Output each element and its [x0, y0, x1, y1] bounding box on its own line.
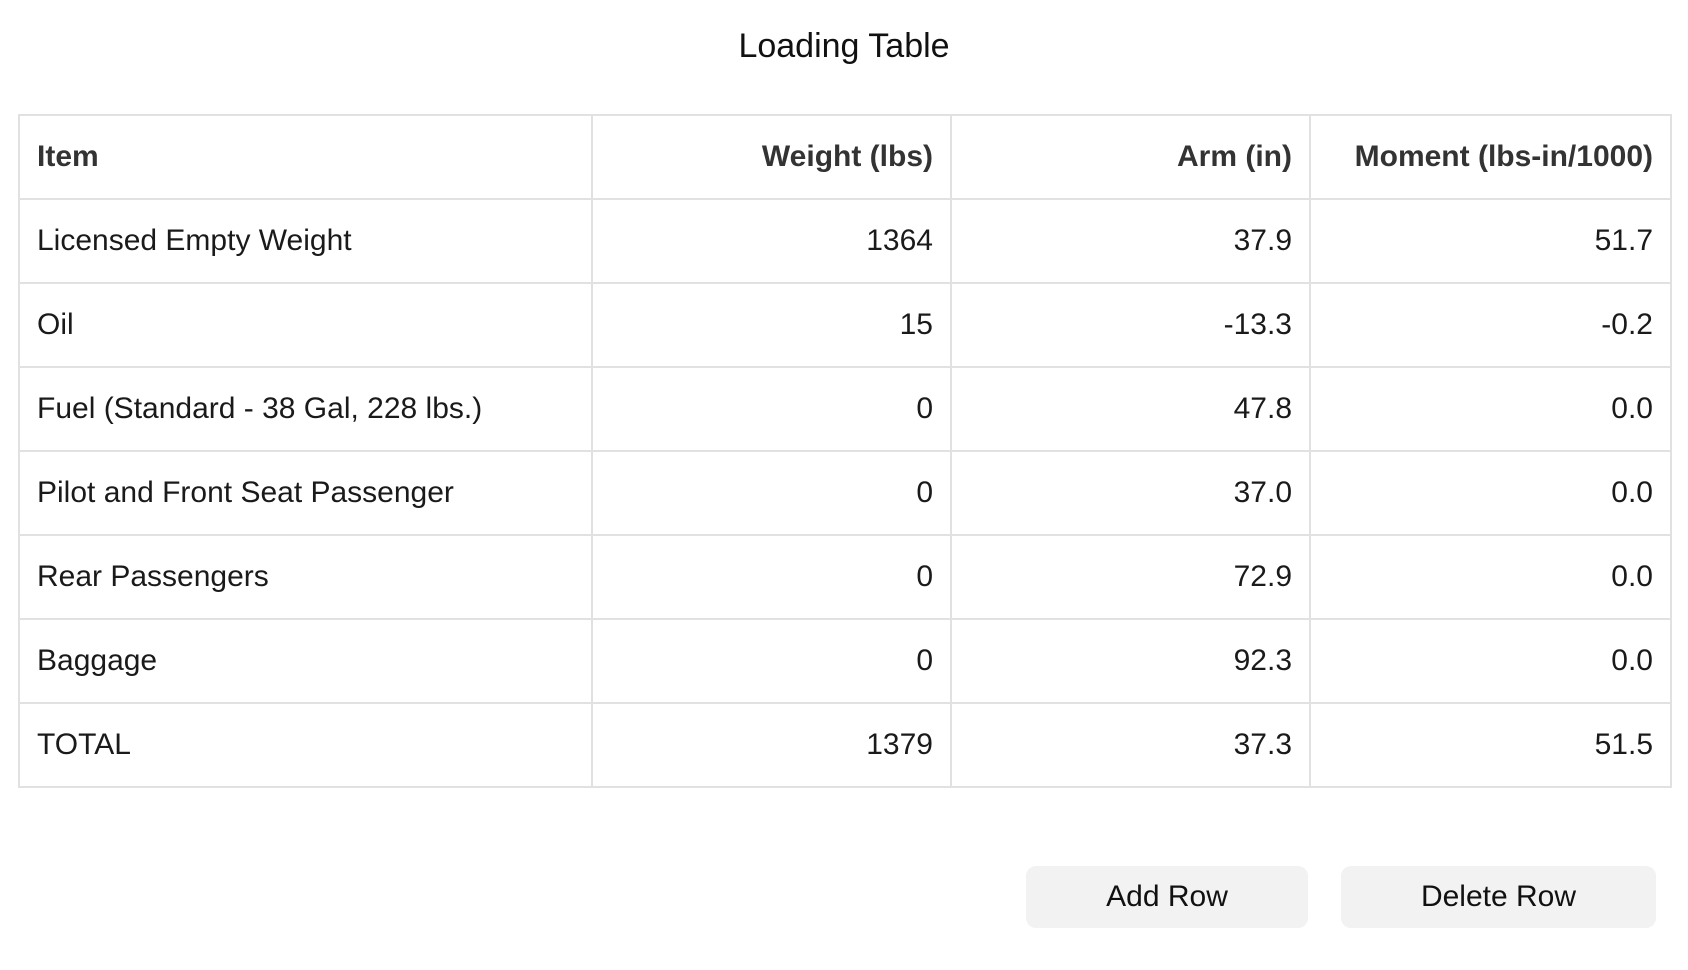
- arm-cell[interactable]: 72.9: [950, 534, 1311, 620]
- column-header-weight[interactable]: Weight (lbs): [591, 114, 952, 200]
- moment-cell: 0.0: [1309, 618, 1672, 704]
- table-row[interactable]: Rear Passengers 0 72.9 0.0: [18, 534, 1672, 620]
- page-title: Loading Table: [738, 27, 950, 65]
- weight-cell[interactable]: 0: [591, 366, 952, 452]
- column-header-item[interactable]: Item: [18, 114, 593, 200]
- loading-table-container: Item Weight (lbs) Arm (in) Moment (lbs-i…: [18, 114, 1672, 788]
- arm-cell[interactable]: -13.3: [950, 282, 1311, 368]
- item-cell[interactable]: Pilot and Front Seat Passenger: [18, 450, 593, 536]
- moment-cell: 51.7: [1309, 198, 1672, 284]
- table-header-row: Item Weight (lbs) Arm (in) Moment (lbs-i…: [18, 114, 1672, 200]
- item-cell[interactable]: Oil: [18, 282, 593, 368]
- column-header-arm[interactable]: Arm (in): [950, 114, 1311, 200]
- arm-cell[interactable]: 37.0: [950, 450, 1311, 536]
- column-header-moment[interactable]: Moment (lbs-in/1000): [1309, 114, 1672, 200]
- arm-cell[interactable]: 47.8: [950, 366, 1311, 452]
- item-cell[interactable]: Licensed Empty Weight: [18, 198, 593, 284]
- weight-cell[interactable]: 0: [591, 534, 952, 620]
- item-cell[interactable]: Rear Passengers: [18, 534, 593, 620]
- delete-row-button[interactable]: Delete Row: [1341, 866, 1656, 928]
- item-cell[interactable]: Fuel (Standard - 38 Gal, 228 lbs.): [18, 366, 593, 452]
- weight-cell[interactable]: 1364: [591, 198, 952, 284]
- weight-cell[interactable]: 0: [591, 450, 952, 536]
- table-row[interactable]: Pilot and Front Seat Passenger 0 37.0 0.…: [18, 450, 1672, 536]
- total-moment-cell: 51.5: [1309, 702, 1672, 788]
- total-label-cell: TOTAL: [18, 702, 593, 788]
- loading-table: Item Weight (lbs) Arm (in) Moment (lbs-i…: [18, 114, 1672, 788]
- total-arm-cell: 37.3: [950, 702, 1311, 788]
- table-row[interactable]: Oil 15 -13.3 -0.2: [18, 282, 1672, 368]
- total-row: TOTAL 1379 37.3 51.5: [18, 702, 1672, 788]
- table-row[interactable]: Baggage 0 92.3 0.0: [18, 618, 1672, 704]
- weight-cell[interactable]: 0: [591, 618, 952, 704]
- arm-cell[interactable]: 37.9: [950, 198, 1311, 284]
- moment-cell: -0.2: [1309, 282, 1672, 368]
- moment-cell: 0.0: [1309, 450, 1672, 536]
- weight-cell[interactable]: 15: [591, 282, 952, 368]
- moment-cell: 0.0: [1309, 366, 1672, 452]
- table-row[interactable]: Fuel (Standard - 38 Gal, 228 lbs.) 0 47.…: [18, 366, 1672, 452]
- table-row[interactable]: Licensed Empty Weight 1364 37.9 51.7: [18, 198, 1672, 284]
- item-cell[interactable]: Baggage: [18, 618, 593, 704]
- arm-cell[interactable]: 92.3: [950, 618, 1311, 704]
- add-row-button[interactable]: Add Row: [1026, 866, 1308, 928]
- total-weight-cell: 1379: [591, 702, 952, 788]
- moment-cell: 0.0: [1309, 534, 1672, 620]
